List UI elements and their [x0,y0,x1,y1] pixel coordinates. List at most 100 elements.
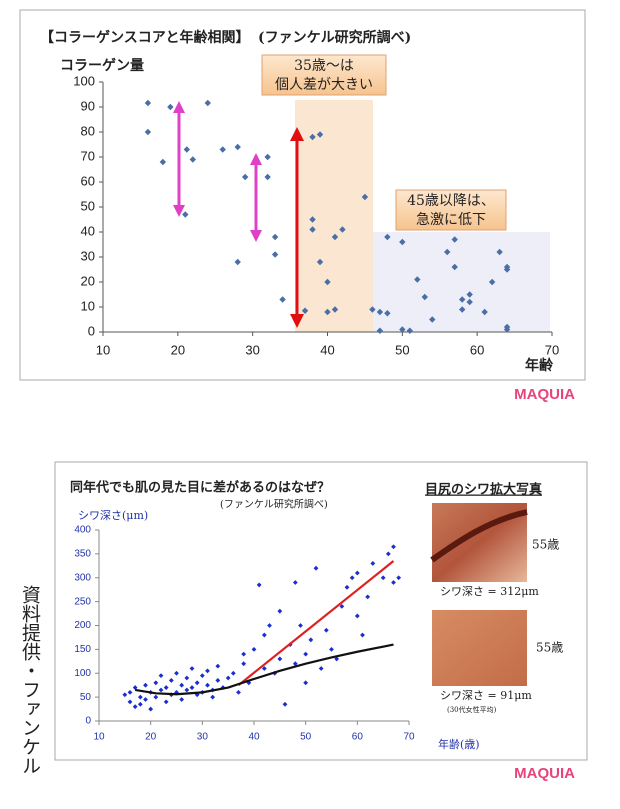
data-point [396,575,402,581]
trend-line [134,643,394,696]
x-tick-label: 40 [248,732,260,743]
data-point [459,306,466,313]
side-caption: 資料提供・ファンケル [19,585,41,775]
photo-note: (30代女性平均) [447,705,497,714]
data-point [331,306,339,313]
data-point [329,646,334,652]
data-point [399,238,406,246]
x-axis-label: 年齢 [525,357,554,374]
highlight-region [373,232,550,332]
data-point [406,327,414,334]
data-point [215,663,221,669]
y-tick-label: 0 [88,323,95,338]
data-point [234,258,241,266]
y-tick-label: 250 [74,596,91,607]
data-point [385,551,391,557]
data-point [148,706,154,712]
x-tick-label: 20 [145,732,157,743]
data-point [189,685,195,690]
data-point [144,99,152,107]
data-point [234,143,241,151]
y-tick-label: 60 [81,173,95,188]
y-tick-label: 10 [81,298,95,313]
data-point [384,310,391,317]
data-point [158,687,164,693]
data-point [459,296,466,303]
panel-title: 目尻のシワ拡大写真 [425,482,542,498]
x-tick-label: 40 [320,342,334,357]
y-tick-label: 50 [80,692,92,703]
data-point [496,248,503,256]
data-point [361,193,369,201]
data-point [369,306,376,313]
annotation: 45歳以降は、 [407,193,495,209]
data-point [421,293,428,301]
y-tick-label: 30 [81,248,95,263]
chart-subtitle: (ファンケル研究所調べ) [258,29,411,46]
data-point [354,570,360,576]
data-point [215,678,221,683]
data-point [241,173,249,181]
data-point [303,651,309,657]
data-point [316,131,324,138]
data-point [339,226,346,233]
data-point [354,613,360,619]
x-tick-label: 60 [352,732,364,743]
data-point [391,544,396,550]
data-point [158,673,164,679]
data-point [384,233,391,241]
data-point [316,258,324,266]
x-axis-label: 年齢(歳) [438,737,480,751]
y-axis-label: シワ深さ(μm) [78,509,148,522]
data-point [137,701,143,707]
data-point [256,582,262,588]
data-point [144,128,152,136]
data-point [324,278,331,286]
data-point [271,251,279,258]
chart-subtitle: (ファンケル研究所調べ) [220,498,328,511]
data-point [339,604,345,609]
data-point [159,158,167,166]
data-point [279,296,286,303]
data-point [391,580,396,585]
data-point [163,685,169,690]
y-tick-label: 200 [74,620,91,631]
data-point [399,326,406,333]
data-point [189,666,195,671]
x-tick-label: 70 [545,342,559,357]
data-point [271,233,279,241]
data-point [122,692,128,698]
data-point [380,575,386,581]
data-point [313,565,319,571]
data-point [132,704,138,710]
photo-age: 55歳 [532,538,559,552]
data-point [163,699,169,705]
data-point [153,694,159,700]
data-point [264,153,271,161]
data-point [331,233,339,241]
annotation: 35歳～は [294,58,354,74]
data-point [219,146,226,153]
data-point [376,308,384,316]
y-tick-label: 50 [81,198,95,213]
data-point [444,248,451,256]
y-tick-label: 40 [81,223,95,238]
data-point [360,632,365,638]
data-point [241,661,247,667]
data-point [205,682,210,688]
data-point [153,680,159,686]
data-point [168,678,174,683]
x-tick-label: 30 [197,732,209,743]
data-point [184,675,190,681]
x-tick-label: 70 [403,732,415,743]
data-point [251,646,257,652]
chart-title: 同年代でも肌の見た目に差があるのはなぜ？ [70,480,330,496]
data-point [323,627,329,633]
data-point [236,689,241,695]
y-tick-label: 70 [81,148,95,163]
data-point [241,651,247,657]
photo-caption: シワ深さ = 91μm [440,689,532,702]
x-tick-label: 50 [395,342,409,357]
x-tick-label: 50 [300,732,312,743]
